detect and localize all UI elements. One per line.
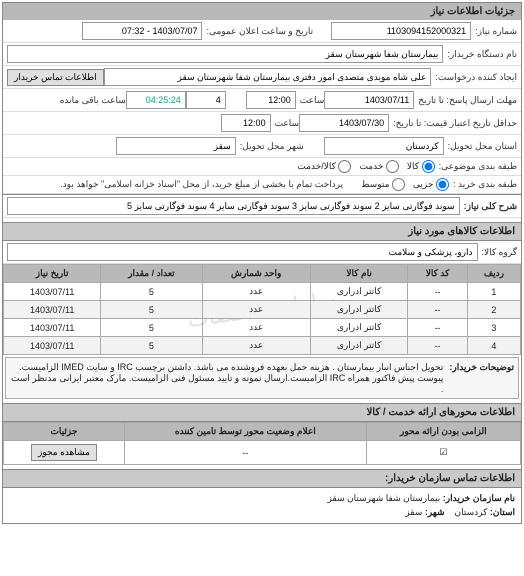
buyer-notes-label: توضیحات خریدار: xyxy=(449,362,514,394)
validity-date-input[interactable] xyxy=(299,114,389,132)
radio-medium[interactable]: متوسط xyxy=(361,178,405,191)
province-label: استان محل تحویل: xyxy=(444,141,517,152)
days-remaining-input xyxy=(186,91,226,109)
table-row: 1--کاتتر ادراریعدد51403/07/11 xyxy=(4,283,521,301)
deadline-hour-input[interactable] xyxy=(246,91,296,109)
org-value: بیمارستان شفا شهرستان سقز xyxy=(327,493,440,503)
radio-small[interactable]: جزیی xyxy=(413,178,449,191)
main-desc-input[interactable] xyxy=(7,197,460,215)
requester-input[interactable] xyxy=(104,68,432,86)
package-label: طبقه بندی موضوعی: xyxy=(435,161,517,172)
province-input[interactable] xyxy=(324,137,444,155)
col-header: کد کالا xyxy=(408,265,468,283)
footer-prov-value: کردستان xyxy=(455,507,488,517)
city-input[interactable] xyxy=(116,137,236,155)
radio-goods[interactable]: کالا xyxy=(407,160,435,173)
time-remaining-input xyxy=(126,91,186,109)
buyer-notes-text: تحویل اجناس انبار بیمارستان . هزینه حمل … xyxy=(10,362,443,394)
radio-both[interactable]: کالا/خدمت xyxy=(297,160,351,173)
goods-header: اطلاعات کالاهای مورد نیاز xyxy=(3,222,521,241)
details-button[interactable]: مشاهده مجوز xyxy=(31,444,97,461)
need-number-label: شماره نیاز: xyxy=(471,26,517,37)
announce-label: تاریخ و ساعت اعلان عمومی: xyxy=(202,26,313,37)
deadline-date-input[interactable] xyxy=(324,91,414,109)
footer-header: اطلاعات تماس سازمان خریدار: xyxy=(3,469,521,488)
radio-service[interactable]: خدمت xyxy=(359,160,398,173)
col-header: الزامی بودن ارائه محور xyxy=(366,423,520,441)
col-header: تعداد / مقدار xyxy=(101,265,202,283)
mandatory-icon: ☑ xyxy=(366,441,520,465)
table-row: 3--کاتتر ادراریعدد51403/07/11 xyxy=(4,319,521,337)
validity-hour-label: ساعت xyxy=(271,118,300,129)
announce-input[interactable] xyxy=(82,22,202,40)
org-label: نام سازمان خریدار: xyxy=(443,493,515,503)
deadline-hour-label: ساعت xyxy=(296,95,325,106)
table-row: 4--کاتتر ادراریعدد51403/07/11 xyxy=(4,337,521,355)
remaining-label: ساعت باقی مانده xyxy=(56,95,126,106)
validity-hour-input[interactable] xyxy=(221,114,271,132)
city-label: شهر محل تحویل: xyxy=(236,141,304,152)
col-header: واحد شمارش xyxy=(202,265,310,283)
footer-prov-label: استان: xyxy=(490,507,515,517)
col-header: تاریخ نیاز xyxy=(4,265,101,283)
footer-city-value: سقز xyxy=(405,507,422,517)
table-row: ☑ -- مشاهده مجوز xyxy=(4,441,521,465)
main-desc-label: شرح کلی نیاز: xyxy=(460,201,517,212)
col-header: ردیف xyxy=(467,265,520,283)
axes-table: الزامی بودن ارائه محوراعلام وضعیت محور ت… xyxy=(3,422,521,465)
buyer-input[interactable] xyxy=(7,45,443,63)
goods-table: ردیفکد کالانام کالاواحد شمارشتعداد / مقد… xyxy=(3,264,521,355)
requester-label: ایجاد کننده درخواست: xyxy=(431,72,517,83)
col-header: نام کالا xyxy=(310,265,407,283)
group-label: گروه کالا: xyxy=(478,247,517,258)
need-number-input[interactable] xyxy=(331,22,471,40)
table-row: 2--کاتتر ادراریعدد51403/07/11 xyxy=(4,301,521,319)
status-cell: -- xyxy=(124,441,366,465)
axes-header: اطلاعات محورهای ارائه خدمت / کالا xyxy=(3,403,521,422)
validity-label: حداقل تاریخ اعتبار قیمت: تا تاریخ: xyxy=(389,118,517,129)
group-input[interactable] xyxy=(7,243,478,261)
col-header: جزئیات xyxy=(4,423,125,441)
buyer-label: نام دستگاه خریدار: xyxy=(443,49,517,60)
contact-button[interactable]: اطلاعات تماس خریدار xyxy=(7,69,104,86)
priority-note: پرداخت تمام یا بخشی از مبلغ خرید، از محل… xyxy=(56,179,343,190)
deadline-label: مهلت ارسال پاسخ: تا تاریخ xyxy=(414,95,517,106)
priority-label: طبقه بندی خرید : xyxy=(449,179,517,190)
panel-title: جزئیات اطلاعات نیاز xyxy=(3,3,521,20)
col-header: اعلام وضعیت محور توسط تامین کننده xyxy=(124,423,366,441)
footer-city-label: شهر: xyxy=(425,507,445,517)
